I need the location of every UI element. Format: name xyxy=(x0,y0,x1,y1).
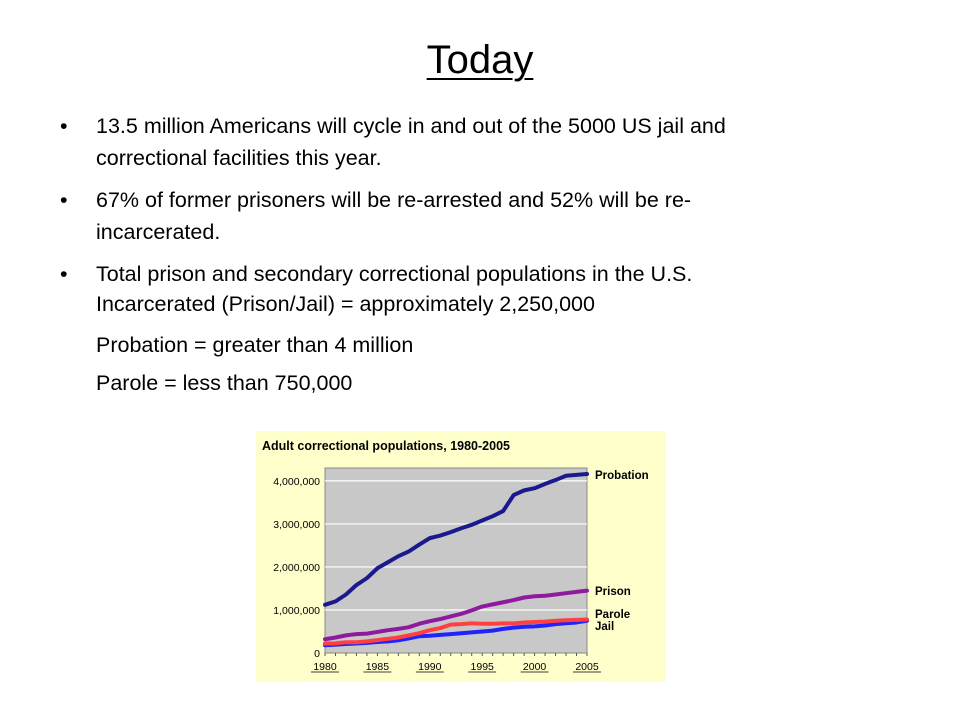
series-line-parole xyxy=(323,617,589,646)
y-tick-label: 4,000,000 xyxy=(273,476,320,488)
bullet-text-line: 13.5 million Americans will cycle in and… xyxy=(96,114,726,138)
x-tick-label: 2000 xyxy=(523,661,547,673)
series-label-jail: Jail xyxy=(595,621,614,633)
bullet-dot: • xyxy=(60,188,68,212)
chart-title: Adult correctional populations, 1980-200… xyxy=(262,439,510,453)
chart-panel: Adult correctional populations, 1980-200… xyxy=(256,431,666,682)
y-tick-label: 1,000,000 xyxy=(273,605,320,617)
bullet-text-line: correctional facilities this year. xyxy=(96,146,382,170)
x-tick-label: 1995 xyxy=(471,661,495,673)
series-label-parole: Parole xyxy=(595,609,630,621)
x-tick-label: 1985 xyxy=(366,661,390,673)
sub-item-probation: Probation = greater than 4 million xyxy=(96,333,414,357)
bullet-text-line: incarcerated. xyxy=(96,220,221,244)
bullet-list: • 13.5 million Americans will cycle in a… xyxy=(60,110,920,300)
y-tick-label: 2,000,000 xyxy=(273,562,320,574)
slide-title: Today xyxy=(426,38,534,82)
bullet-item: • 67% of former prisoners will be re-arr… xyxy=(60,184,920,248)
bullet-dot: • xyxy=(60,114,68,138)
sub-item-incarcerated: Incarcerated (Prison/Jail) = approximate… xyxy=(96,292,595,316)
x-tick-label: 2005 xyxy=(575,661,599,673)
sub-item-parole: Parole = less than 750,000 xyxy=(96,371,353,395)
bullet-item: • Total prison and secondary correctiona… xyxy=(60,258,920,290)
series-label-probation: Probation xyxy=(595,470,649,482)
x-tick-label: 1980 xyxy=(313,661,337,673)
bullet-dot: • xyxy=(60,262,68,286)
line-chart: Adult correctional populations, 1980-200… xyxy=(262,439,649,673)
y-tick-label: 3,000,000 xyxy=(273,519,320,531)
series-line-probation xyxy=(323,472,589,607)
series-line-prison xyxy=(323,588,589,642)
x-tick-label: 1990 xyxy=(418,661,442,673)
bullet-item: • 13.5 million Americans will cycle in a… xyxy=(60,110,920,174)
y-tick-label: 0 xyxy=(314,648,320,660)
bullet-text-line: 67% of former prisoners will be re-arres… xyxy=(96,188,692,212)
series-label-prison: Prison xyxy=(595,586,631,598)
bullet-text-line: Total prison and secondary correctional … xyxy=(96,262,693,286)
